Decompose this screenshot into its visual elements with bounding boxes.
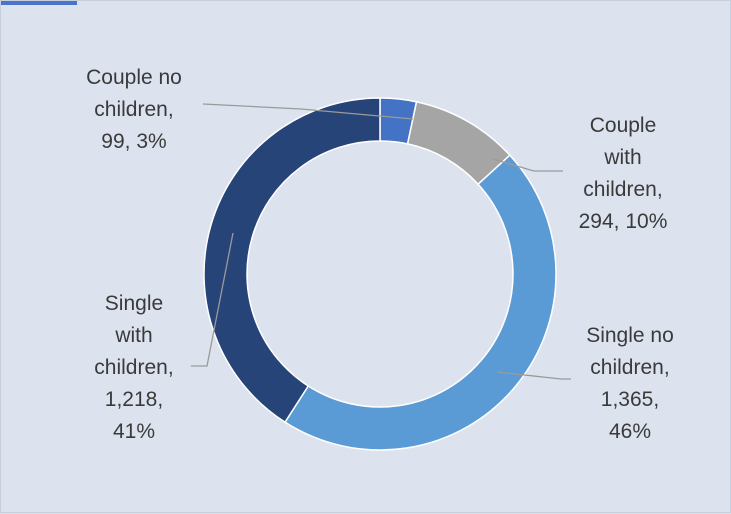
data-label-single-no-children: Single no children, 1,365, 46% [586, 324, 674, 443]
data-label-single-with-children: Single with children, 1,218, 41% [94, 292, 173, 443]
slice-single-with-children [203, 97, 381, 424]
slice-single-no-children [283, 154, 557, 451]
leader-line-single-no-children [496, 371, 571, 380]
leader-line-couple-with-children [492, 158, 563, 172]
data-label-couple-with-children: Couple with children, 294, 10% [579, 114, 668, 233]
corner-tab [1, 1, 77, 5]
leader-line-single-with-children [191, 232, 234, 367]
leader-line-couple-no-children [202, 103, 414, 120]
data-label-couple-no-children: Couple no children, 99, 3% [86, 66, 182, 153]
